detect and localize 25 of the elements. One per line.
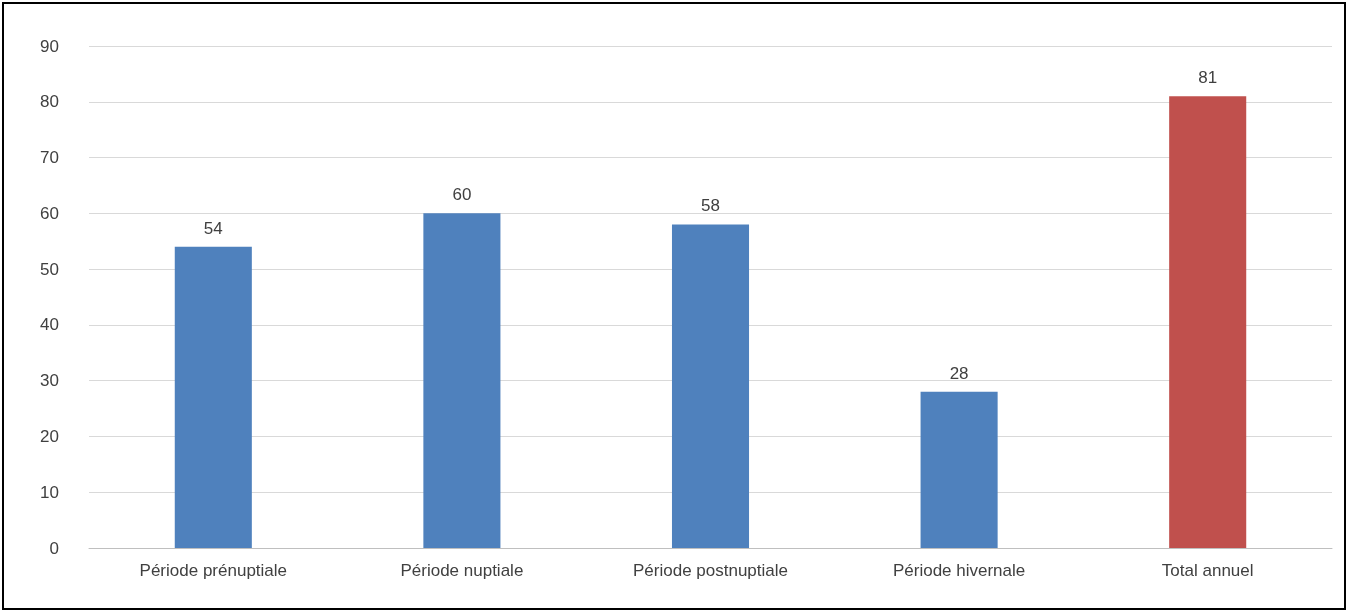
data-label: 28 <box>949 363 969 383</box>
y-tick-label: 60 <box>40 203 59 223</box>
y-tick-label: 80 <box>40 92 59 112</box>
x-tick-label: Période postnuptiale <box>632 561 789 580</box>
y-tick-label: 40 <box>40 315 59 335</box>
y-tick-label: 10 <box>40 482 59 502</box>
data-label: 60 <box>452 185 472 205</box>
y-tick-label: 70 <box>40 148 59 168</box>
y-tick-label: 0 <box>49 538 59 558</box>
bar <box>671 224 750 548</box>
bar <box>1169 96 1247 548</box>
x-tick-label: Période nuptiale <box>400 561 524 580</box>
x-tick-label: Période hivernale <box>892 561 1026 580</box>
y-tick-label: 50 <box>40 259 59 279</box>
bar <box>174 246 252 548</box>
x-tick-label: Total annuel <box>1161 561 1254 580</box>
y-tick-label: 90 <box>40 36 59 56</box>
y-tick-label: 20 <box>40 426 59 446</box>
x-tick-label: Période prénuptiale <box>139 561 288 580</box>
data-label: 54 <box>203 218 223 238</box>
bar <box>423 213 501 548</box>
data-label: 58 <box>701 196 720 216</box>
y-tick-label: 30 <box>40 371 59 391</box>
bar <box>920 391 998 548</box>
data-label: 81 <box>1198 68 1218 88</box>
